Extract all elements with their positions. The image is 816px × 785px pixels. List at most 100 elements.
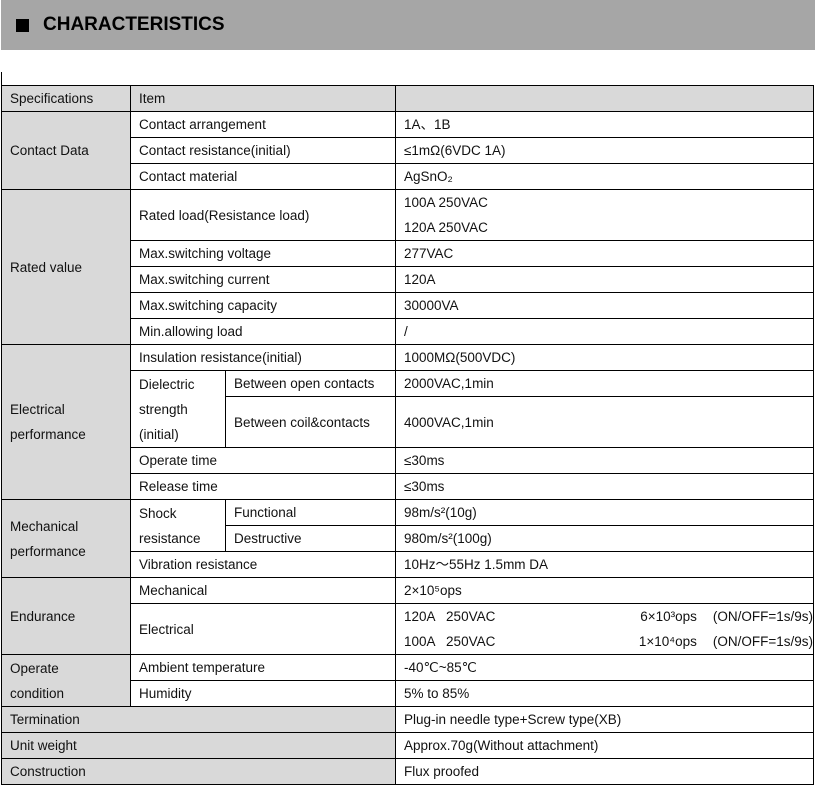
table-row: Contact Data Contact arrangement 1A、1B [1, 111, 814, 190]
ops: 1×10⁴ops [638, 634, 697, 649]
table-row: Contact resistance(initial) ≤1mΩ(6VDC 1A… [2, 137, 814, 164]
item-label: Contact material [129, 163, 397, 190]
item-label: Max.switching voltage [129, 240, 397, 267]
item-label: Max.switching current [129, 266, 397, 293]
group-line: performance [10, 427, 86, 442]
label-line: resistance [139, 530, 201, 546]
condition: (ON/OFF=1s/9s) [712, 634, 813, 649]
group-line: Mechanical [10, 518, 79, 534]
load: 100A 250VAC [404, 634, 496, 649]
group-line: Operate [10, 660, 59, 676]
item-label: Insulation resistance(initial) [129, 344, 397, 371]
item-value: Flux proofed [395, 758, 814, 785]
item-value: 1000MΩ(500VDC) [395, 344, 814, 371]
table-row: Min.allowing load / [2, 318, 814, 345]
item-label: Between open contacts [224, 370, 397, 397]
label-line: Dielectric [139, 376, 195, 392]
item-label: Min.allowing load [129, 318, 397, 345]
group-line: condition [10, 685, 65, 701]
table-row: Max.switching current 120A [2, 266, 814, 293]
item-value: 4000VAC,1min [395, 396, 814, 448]
table-row: Release time ≤30ms [2, 473, 814, 500]
table-header: Specifications Item [1, 85, 814, 112]
item-value: 120A 250VAC 6×10³ops (ON/OFF=1s/9s) 100A 2… [395, 603, 814, 655]
item-label: Mechanical [129, 577, 397, 604]
item-value: 2000VAC,1min [395, 370, 814, 397]
value-line: 120A 250VAC 6×10³ops (ON/OFF=1s/9s) [404, 604, 813, 629]
table-row: Rated value Rated load(Resistance load) … [1, 189, 814, 345]
item-value: 2×10⁵ops [395, 577, 814, 604]
group-endurance: Endurance [1, 577, 131, 655]
table-row: Humidity 5% to 85% [2, 680, 814, 707]
table-row: Max.switching voltage 277VAC [2, 240, 814, 267]
item-value: 98m/s²(10g) [395, 499, 814, 526]
item-label: Termination [0, 706, 397, 733]
table-row: Termination Plug-in needle type+Screw typ… [0, 706, 814, 733]
item-label: Destructive [224, 525, 397, 552]
table-row: Electrical 120A 250VAC 6×10³ops (ON/OFF=1s… [2, 603, 814, 655]
dielectric-label: Dielectric strength (initial) [130, 370, 226, 448]
item-value: Plug-in needle type+Screw type(XB) [395, 706, 814, 733]
item-value: 980m/s²(100g) [395, 525, 814, 552]
table-row: Endurance Mechanical 2×10⁵ops [1, 577, 814, 655]
table-row: Dielectric strength (initial) Between open… [2, 370, 814, 448]
table-row: Contact material AgSnO₂ [2, 163, 814, 190]
item-label: Contact resistance(initial) [129, 137, 397, 164]
value-line: 100A 250VAC 1×10⁴ops (ON/OFF=1s/9s) [404, 629, 813, 654]
table-row: Operate condition Ambient temperature -40… [1, 654, 814, 707]
section-banner: CHARACTERISTICS [1, 0, 815, 50]
group-contact-data: Contact Data [1, 111, 131, 190]
item-label: Rated load(Resistance load) [129, 189, 397, 241]
label-line: Shock [139, 505, 177, 521]
item-value: ≤30ms [395, 447, 814, 474]
table-row: Max.switching capacity 30000VA [2, 292, 814, 319]
value-line: 120A 250VAC [404, 220, 488, 235]
table-row: Construction Flux proofed [0, 758, 814, 785]
item-label: Unit weight [0, 732, 397, 759]
ops: 6×10³ops [640, 609, 697, 624]
item-label: Construction [0, 758, 397, 785]
table-row: Mechanical performance Shock resistance Fu… [1, 499, 814, 578]
item-value: 10Hz～55Hz 1.5mm DA [395, 551, 814, 578]
group-electrical-performance: Electrical performance [1, 344, 131, 500]
characteristics-table: Specifications Item Contact Data Contact… [0, 85, 814, 785]
group-rated-value: Rated value [1, 189, 131, 345]
section-title: CHARACTERISTICS [43, 14, 225, 35]
condition: (ON/OFF=1s/9s) [712, 609, 813, 624]
table-row: Operate time ≤30ms [2, 447, 814, 474]
table-row: Electrical performance Insulation resista… [1, 344, 814, 500]
label-line: (initial) [139, 426, 179, 442]
item-label: Humidity [129, 680, 397, 707]
shock-label: Shock resistance [130, 499, 226, 552]
item-value: / [395, 318, 814, 345]
item-value: Approx.70g(Without attachment) [395, 732, 814, 759]
label-line: strength [139, 401, 188, 417]
header-spec: Specifications [1, 85, 131, 112]
group-operate-condition: Operate condition [1, 654, 131, 707]
table-row: Between coil&contacts 4000VAC,1min [2, 396, 814, 448]
item-value: 277VAC [395, 240, 814, 267]
item-value: 5% to 85% [395, 680, 814, 707]
header-value [395, 85, 814, 112]
item-value: -40℃~85℃ [395, 654, 814, 681]
item-label: Between coil&contacts [224, 396, 397, 448]
divider [1, 72, 2, 85]
item-value: 30000VA [395, 292, 814, 319]
item-label: Functional [224, 499, 397, 526]
item-value: 100A 250VAC 120A 250VAC [395, 189, 814, 241]
header-item: Item [129, 85, 397, 112]
item-label: Ambient temperature [129, 654, 397, 681]
group-line: Electrical [10, 402, 65, 417]
item-label: Contact arrangement [129, 111, 397, 138]
item-value: AgSnO₂ [395, 163, 814, 190]
group-line: performance [10, 543, 86, 559]
load: 120A 250VAC [404, 609, 496, 624]
item-value: 120A [395, 266, 814, 293]
item-label: Max.switching capacity [129, 292, 397, 319]
value-line: 100A 250VAC [404, 195, 488, 210]
group-mechanical-performance: Mechanical performance [1, 499, 131, 578]
table-row: Destructive 980m/s²(100g) [2, 525, 814, 552]
item-value: ≤1mΩ(6VDC 1A) [395, 137, 814, 164]
table-row: Unit weight Approx.70g(Without attachment… [0, 732, 814, 759]
item-value: 1A、1B [395, 111, 814, 138]
